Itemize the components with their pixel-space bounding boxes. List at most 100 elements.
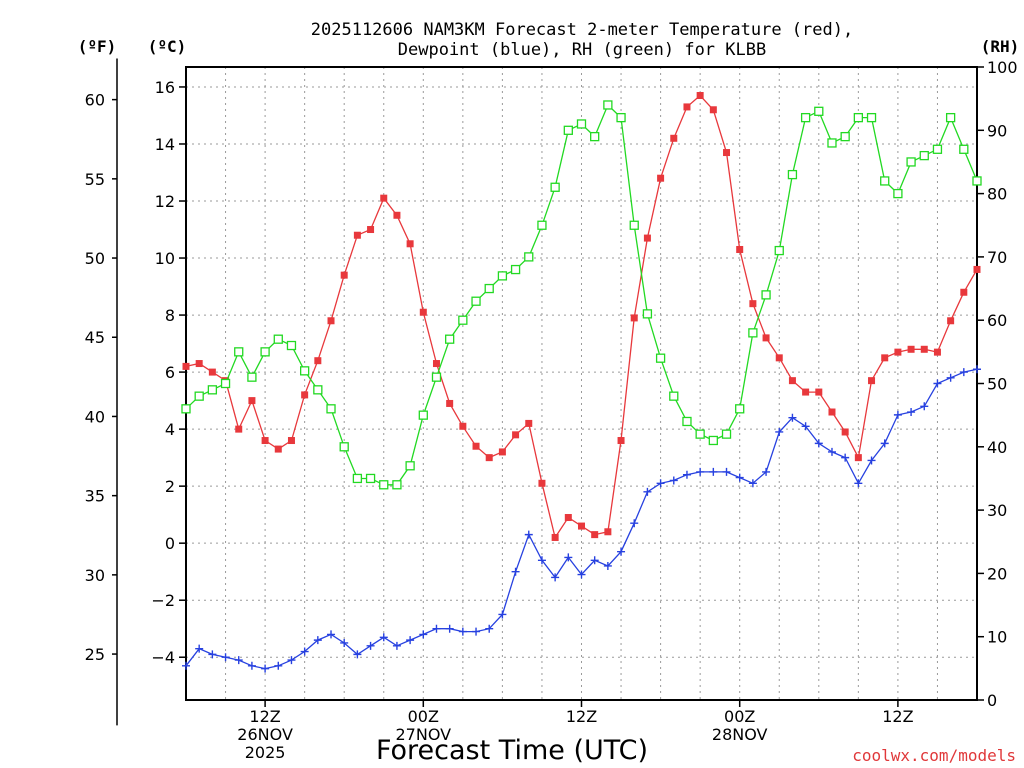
rh-point [827, 138, 837, 148]
rh-point [840, 131, 850, 142]
rh-point [260, 347, 270, 357]
temperature-point [301, 391, 309, 399]
celsius-tick-label: 6 [165, 363, 175, 382]
x-tick-label: 2025 [245, 743, 286, 762]
temperature-point [353, 231, 361, 239]
temperature-point [327, 317, 335, 325]
temperature-point [498, 448, 506, 456]
temperature-point [538, 479, 546, 487]
rh-point [458, 315, 468, 325]
temperature-point [894, 348, 902, 356]
temperature-point [920, 345, 928, 353]
dewpoint-point [195, 644, 204, 653]
temperature-point [749, 300, 757, 308]
dewpoint-point [643, 487, 652, 496]
dewpoint-point [630, 519, 639, 528]
dewpoint-point [551, 573, 560, 582]
rh-tick-label: 30 [987, 501, 1007, 520]
rh-point [774, 245, 784, 256]
dewpoint-point [485, 624, 494, 633]
celsius-tick-label: 2 [165, 477, 175, 496]
celsius-tick-label: −4 [151, 648, 175, 667]
rh-point [510, 264, 521, 275]
rh-point [339, 442, 349, 452]
dewpoint-point [696, 467, 705, 476]
rh-point [431, 372, 442, 382]
temperature-point [525, 419, 533, 427]
rh-point [603, 100, 613, 110]
dewpoint-point [537, 556, 546, 565]
dewpoint-point [498, 610, 507, 619]
rh-point [629, 220, 639, 230]
dewpoint-point [669, 476, 678, 485]
rh-point [247, 372, 257, 382]
chart-title-line-2: Dewpoint (blue), RH (green) for KLBB [398, 40, 766, 60]
rh-point [919, 150, 929, 161]
fahrenheit-tick-label: 30 [85, 566, 105, 585]
temperature-point [248, 397, 256, 405]
rh-tick-label: 70 [987, 248, 1007, 267]
dewpoint-point [775, 427, 784, 436]
dewpoint-point [748, 479, 757, 488]
plot-frame [185, 66, 978, 701]
dewpoint-point [432, 624, 441, 633]
x-tick-label: 26NOV [237, 725, 293, 744]
dewpoint-point [274, 661, 283, 670]
dewpoint-point [577, 570, 586, 579]
temperature-point [762, 334, 770, 342]
rh-point [220, 378, 231, 389]
temperature-point [195, 360, 203, 368]
gridlines [186, 67, 977, 700]
fahrenheit-tick-label: 60 [85, 91, 105, 110]
dewpoint-point [841, 453, 850, 462]
rh-point [866, 112, 877, 123]
rh-point [194, 391, 204, 401]
rh-point [893, 188, 903, 199]
rh-point [708, 435, 718, 446]
celsius-tick-label: 0 [165, 534, 175, 553]
fahrenheit-unit-label: (ºF) [78, 37, 117, 56]
rh-point [972, 176, 982, 186]
dewpoint-point [722, 467, 731, 476]
fahrenheit-tick-label: 35 [85, 487, 105, 506]
rh-point [405, 461, 415, 471]
data-series [181, 92, 982, 673]
temperature-point [182, 362, 190, 370]
rh-tick-label: 80 [987, 185, 1007, 204]
dewpoint-point [827, 447, 836, 456]
fahrenheit-tick-label: 40 [85, 407, 105, 426]
temperature-point [841, 428, 849, 436]
temperature-point [907, 345, 915, 353]
dewpoint-point [300, 647, 309, 656]
temperature-point [854, 454, 862, 462]
dewpoint-point [379, 633, 388, 642]
dewpoint-point [854, 479, 863, 488]
dewpoint-point [867, 456, 876, 465]
temperature-point [643, 234, 651, 242]
temperature-point [657, 174, 665, 182]
dewpoint-point [682, 470, 691, 479]
celsius-tick-label: −2 [151, 591, 175, 610]
temperature-point [446, 399, 454, 407]
dewpoint-point [472, 627, 481, 636]
temperature-point [947, 317, 955, 325]
temperature-point [406, 240, 414, 248]
dewpoint-point [880, 439, 889, 448]
dewpoint-point [656, 479, 665, 488]
rh-point [748, 328, 758, 338]
dewpoint-point [762, 467, 771, 476]
x-tick-label: 27NOV [396, 725, 452, 744]
rh-point [418, 410, 428, 420]
dewpoint-point [340, 638, 349, 647]
rh-point [932, 144, 943, 154]
celsius-tick-label: 8 [165, 306, 175, 325]
dewpoint-point [524, 530, 533, 539]
dewpoint-point [603, 561, 612, 570]
temperature-point [380, 194, 388, 202]
rh-point [695, 429, 705, 439]
celsius-tick-label: 10 [155, 249, 175, 268]
temperature-point [933, 348, 941, 356]
dewpoint-point [392, 641, 401, 650]
